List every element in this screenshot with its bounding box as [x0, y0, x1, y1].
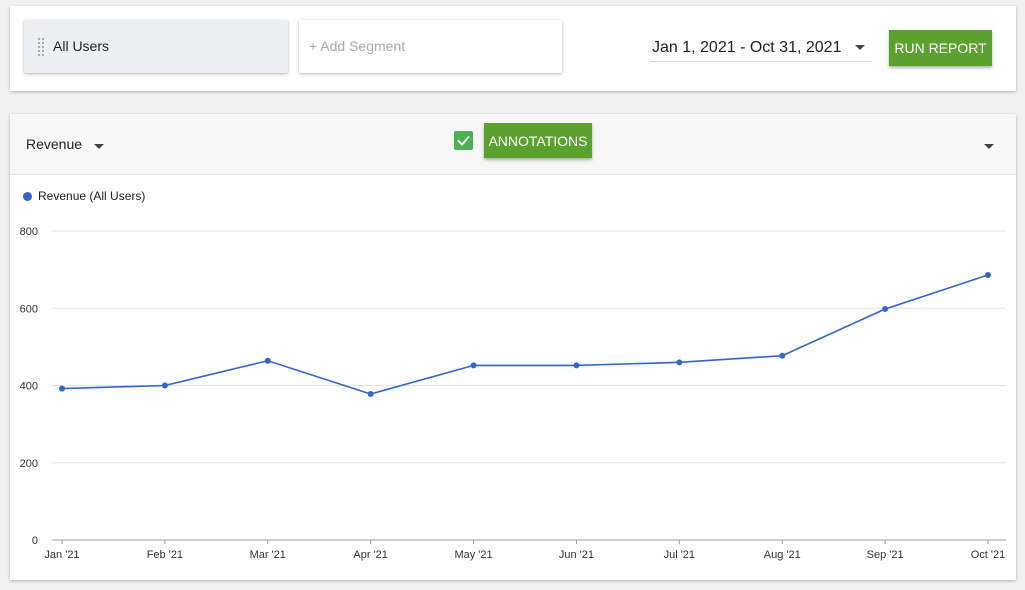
y-tick-label: 800	[20, 226, 38, 238]
add-segment-button[interactable]: + Add Segment	[299, 20, 562, 73]
x-tick-label: May '21	[454, 549, 492, 561]
data-point	[264, 357, 271, 364]
data-point	[779, 352, 786, 359]
x-tick-label: Mar '21	[250, 549, 286, 561]
x-tick-label: Oct '21	[971, 549, 1006, 561]
data-point	[882, 306, 889, 313]
run-report-button[interactable]: RUN REPORT	[889, 30, 992, 66]
check-icon	[457, 135, 470, 146]
x-tick-label: Apr '21	[353, 549, 388, 561]
metric-select[interactable]: Revenue	[26, 132, 116, 156]
chart-header: Revenue ANNOTATIONS	[10, 114, 1016, 175]
drag-handle-icon[interactable]	[38, 38, 44, 56]
y-tick-label: 600	[20, 303, 38, 315]
line-chart: 0 200 400 600 800 Jan '21 Feb '21 Mar '21 Apr '2…	[20, 226, 1006, 561]
y-tick-label: 0	[32, 535, 38, 547]
annotations-checkbox[interactable]	[454, 131, 473, 150]
x-tick-label: Jun '21	[559, 549, 594, 561]
x-tick-label: Sep '21	[867, 549, 904, 561]
legend-label: Revenue (All Users)	[38, 189, 146, 203]
series-line	[61, 274, 989, 395]
x-tick-label: Feb '21	[147, 549, 183, 561]
data-point	[985, 272, 991, 279]
data-point	[573, 362, 580, 369]
y-tick-label: 200	[20, 458, 38, 470]
annotations-button[interactable]: ANNOTATIONS	[484, 123, 592, 158]
segment-chip-all-users[interactable]: All Users	[24, 20, 288, 73]
report-controls-card: All Users + Add Segment Jan 1, 2021 - Oc…	[10, 6, 1016, 91]
x-tick-label: Aug '21	[764, 549, 801, 561]
chart-card: Revenue ANNOTATIONS Revenue (All Users) …	[10, 114, 1016, 580]
segment-label: All Users	[53, 38, 110, 54]
x-tick-label: Jan '21	[44, 549, 79, 561]
add-segment-placeholder: + Add Segment	[309, 38, 406, 54]
data-point	[367, 390, 374, 397]
legend-marker	[23, 191, 32, 201]
date-range-label: Jan 1, 2021 - Oct 31, 2021	[652, 39, 842, 56]
caret-down-icon	[984, 144, 994, 149]
caret-down-icon	[94, 144, 104, 149]
y-tick-label: 400	[20, 381, 38, 393]
caret-down-icon	[855, 45, 865, 50]
date-range-selector[interactable]: Jan 1, 2021 - Oct 31, 2021	[650, 32, 872, 62]
data-point	[676, 359, 683, 366]
data-point	[470, 362, 477, 369]
x-tick-label: Jul '21	[664, 549, 695, 561]
chart-options-menu[interactable]	[980, 136, 998, 154]
data-point	[161, 382, 168, 389]
data-point	[59, 385, 65, 392]
metric-label: Revenue	[26, 136, 83, 152]
chart-legend: Revenue (All Users)	[23, 188, 145, 204]
